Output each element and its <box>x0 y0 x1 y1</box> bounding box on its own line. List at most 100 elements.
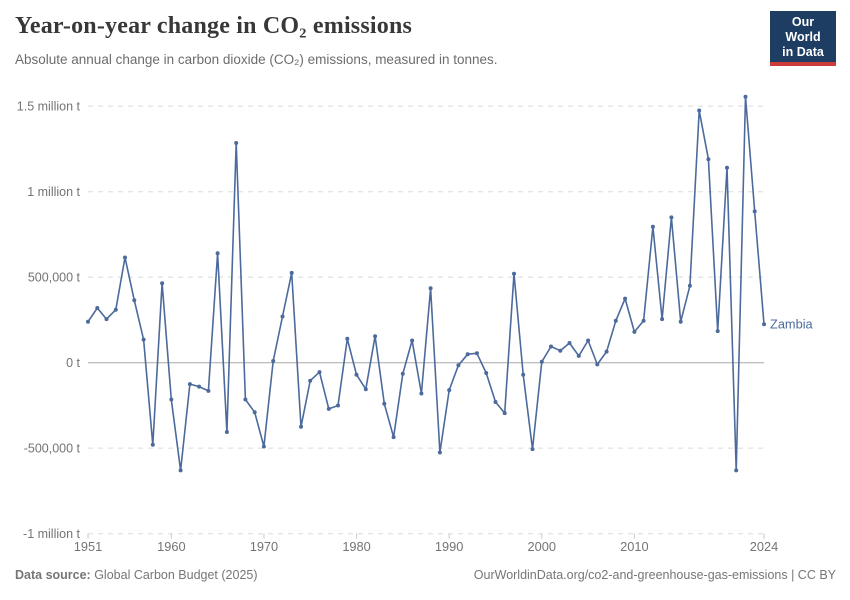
data-point[interactable] <box>539 359 544 364</box>
data-point[interactable] <box>123 255 127 260</box>
data-point[interactable] <box>141 337 146 342</box>
data-point[interactable] <box>410 338 415 343</box>
y-tick-label: 0 t <box>66 356 80 370</box>
owid-logo-line1: Our World <box>785 15 821 44</box>
data-point[interactable] <box>706 157 711 162</box>
x-tick-label: 1990 <box>435 539 463 554</box>
data-point[interactable] <box>354 372 359 377</box>
data-point[interactable] <box>484 371 489 375</box>
data-source-label: Data source: <box>15 568 91 582</box>
data-point[interactable] <box>558 348 563 353</box>
data-point[interactable] <box>178 468 183 473</box>
data-point[interactable] <box>132 298 137 303</box>
data-point[interactable] <box>623 296 628 301</box>
owid-logo-line2: in Data <box>782 45 824 59</box>
data-point[interactable] <box>678 319 683 324</box>
owid-logo[interactable]: Our World in Data <box>770 11 836 66</box>
data-point[interactable] <box>234 141 239 145</box>
attribution-link[interactable]: OurWorldinData.org/co2-and-greenhouse-ga… <box>473 568 836 582</box>
data-point[interactable] <box>697 108 702 113</box>
data-point[interactable] <box>632 329 637 334</box>
data-point[interactable] <box>669 215 674 220</box>
data-point[interactable] <box>345 336 350 341</box>
data-point[interactable] <box>280 314 285 319</box>
data-point[interactable] <box>762 322 766 327</box>
data-point[interactable] <box>271 359 276 363</box>
data-line[interactable] <box>87 96 765 472</box>
data-point[interactable] <box>521 372 526 377</box>
chart-subtitle: Absolute annual change in carbon dioxide… <box>15 52 498 67</box>
data-point[interactable] <box>150 442 155 447</box>
data-point[interactable] <box>474 351 479 356</box>
data-point[interactable] <box>104 317 109 322</box>
y-tick-label: 500,000 t <box>28 271 81 285</box>
y-tick-label: -1 million t <box>23 527 80 541</box>
data-point[interactable] <box>86 319 90 324</box>
data-point[interactable] <box>373 334 378 339</box>
data-point[interactable] <box>512 271 516 276</box>
x-tick-label: 1960 <box>157 539 185 554</box>
data-point[interactable] <box>252 410 257 415</box>
data-point[interactable] <box>447 388 452 393</box>
x-tick-label: 1970 <box>250 539 278 554</box>
data-point[interactable] <box>576 353 581 358</box>
data-point[interactable] <box>317 370 322 375</box>
data-point[interactable] <box>336 403 340 408</box>
data-point[interactable] <box>595 362 600 367</box>
x-tick-label: 2024 <box>750 539 778 554</box>
x-tick-label: 1980 <box>342 539 370 554</box>
data-point[interactable] <box>549 344 553 349</box>
data-point[interactable] <box>160 281 165 286</box>
y-tick-label: -500,000 t <box>24 442 81 456</box>
data-point[interactable] <box>197 384 202 389</box>
data-point[interactable] <box>437 450 442 455</box>
data-point[interactable] <box>650 224 655 229</box>
data-source-value: Global Carbon Budget (2025) <box>90 568 258 582</box>
data-point[interactable] <box>465 352 470 357</box>
x-tick-label: 2010 <box>620 539 648 554</box>
data-point[interactable] <box>363 387 368 392</box>
data-point[interactable] <box>261 444 266 449</box>
data-point[interactable] <box>419 391 424 396</box>
data-point[interactable] <box>493 400 498 404</box>
data-point[interactable] <box>206 388 211 393</box>
data-point[interactable] <box>567 341 572 345</box>
data-point[interactable] <box>734 468 739 473</box>
data-point[interactable] <box>428 286 433 291</box>
data-point[interactable] <box>382 401 387 406</box>
data-point[interactable] <box>687 283 692 288</box>
data-point[interactable] <box>391 435 396 440</box>
data-point[interactable] <box>613 318 618 323</box>
x-tick-label: 1951 <box>74 539 102 554</box>
data-point[interactable] <box>169 397 174 402</box>
y-tick-label: 1.5 million t <box>17 100 81 114</box>
data-point[interactable] <box>502 411 507 416</box>
x-tick-label: 2000 <box>528 539 556 554</box>
data-point[interactable] <box>215 251 220 256</box>
data-point[interactable] <box>715 329 720 334</box>
page-title: Year-on-year change in CO₂ emissions <box>15 13 413 39</box>
data-point[interactable] <box>456 363 461 368</box>
data-point[interactable] <box>224 430 229 434</box>
data-point[interactable] <box>326 406 331 411</box>
series-label[interactable]: Zambia <box>770 317 814 332</box>
data-point[interactable] <box>743 94 748 99</box>
data-point[interactable] <box>308 378 313 383</box>
data-point[interactable] <box>604 349 609 354</box>
data-point[interactable] <box>530 447 535 452</box>
data-point[interactable] <box>641 318 646 323</box>
data-point[interactable] <box>243 397 248 402</box>
data-point[interactable] <box>400 371 405 376</box>
data-point[interactable] <box>752 209 757 214</box>
data-point[interactable] <box>95 306 100 310</box>
data-point[interactable] <box>660 317 665 322</box>
data-point[interactable] <box>586 338 591 343</box>
data-point[interactable] <box>299 424 303 429</box>
data-source-note: Data source: Global Carbon Budget (2025) <box>15 568 258 582</box>
y-tick-label: 1 million t <box>27 185 80 199</box>
data-point[interactable] <box>113 307 118 312</box>
data-point[interactable] <box>289 270 294 275</box>
data-point[interactable] <box>187 382 192 387</box>
data-point[interactable] <box>725 165 729 170</box>
